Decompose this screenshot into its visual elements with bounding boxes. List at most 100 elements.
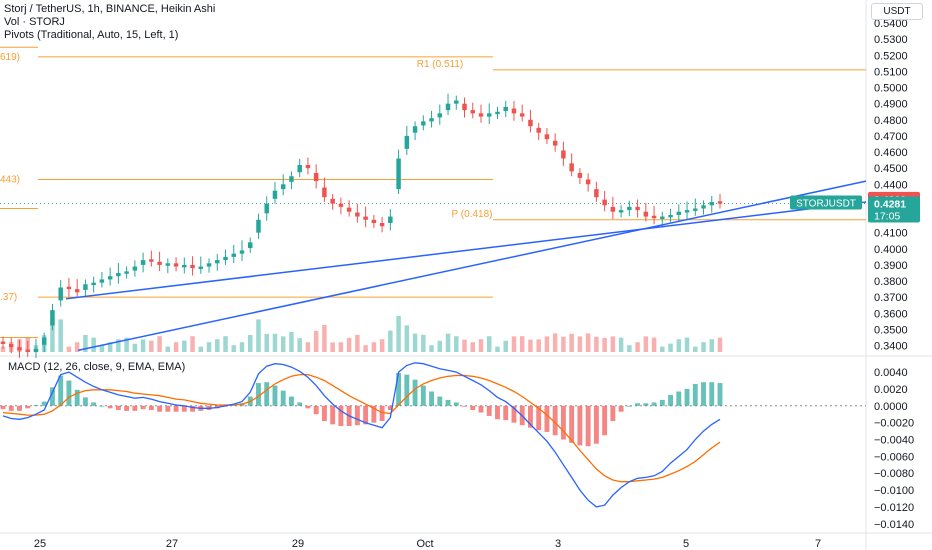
time-tick-label: 3 <box>555 538 561 550</box>
candle-body <box>577 173 583 178</box>
volume-bar <box>577 336 583 352</box>
macd-histogram-bar <box>462 405 467 407</box>
countdown-label: 17:05 <box>874 210 900 222</box>
volume-bar <box>116 339 121 352</box>
volume-bar <box>17 339 22 352</box>
candle-body <box>709 202 714 206</box>
volume-bar <box>454 336 459 352</box>
volume-bar <box>478 339 484 352</box>
candle-body <box>116 272 121 277</box>
volume-bar <box>149 340 154 352</box>
volume-bar <box>173 342 179 352</box>
macd-histogram-bar <box>387 405 393 411</box>
price-tick-label: 0.4600 <box>874 147 908 159</box>
macd-tick-label: −0.0020 <box>874 418 914 430</box>
trendline-lower <box>77 180 867 352</box>
price-tick-label: 0.3800 <box>874 276 908 288</box>
legend-volume: Vol · STORJ <box>4 16 65 28</box>
last-price-bg <box>868 196 920 223</box>
price-tick-label: 0.5300 <box>874 34 908 46</box>
volume-bar <box>198 346 204 352</box>
currency-button[interactable]: USDT <box>871 3 923 20</box>
price-tick-label: 0.4800 <box>874 115 908 127</box>
macd-tick-label: −0.0140 <box>874 519 914 531</box>
volume-bar <box>107 342 113 352</box>
volume-bar <box>717 337 723 352</box>
volume-bar <box>33 345 39 352</box>
macd-histogram-bar <box>651 402 657 406</box>
candle-body <box>41 337 47 345</box>
volume-bar <box>280 336 286 352</box>
volume-bar <box>41 335 47 352</box>
candle-body <box>280 184 286 190</box>
volume-bar <box>124 337 129 352</box>
candle-body <box>635 206 640 211</box>
volume-bar <box>223 336 228 352</box>
macd-histogram-bar <box>33 404 39 406</box>
macd-histogram-bar <box>717 383 723 406</box>
candle-body <box>223 256 228 261</box>
volume-bar <box>355 334 360 352</box>
macd-histogram-bar <box>709 382 715 406</box>
volume-bar <box>412 333 418 352</box>
time-tick-label: 29 <box>292 538 304 550</box>
volume-bar <box>635 342 640 352</box>
volume-bar <box>371 342 377 352</box>
macd-histogram-bar <box>396 372 402 406</box>
volume-bar <box>74 342 80 352</box>
candle-body <box>239 250 245 254</box>
candle-body <box>643 211 649 217</box>
volume-bar <box>651 337 657 352</box>
candle-body <box>660 216 665 219</box>
macd-histogram-bar <box>280 390 286 406</box>
macd-histogram-bar <box>552 405 558 436</box>
macd-histogram-bar <box>503 405 509 421</box>
candle-body <box>470 110 475 114</box>
macd-histogram-bar <box>50 387 55 406</box>
volume-bar <box>701 342 706 352</box>
price-tick-label: 0.3400 <box>874 341 908 353</box>
candle-body <box>33 348 39 352</box>
macd-histogram-bar <box>536 405 542 431</box>
macd-histogram-bar <box>132 405 138 411</box>
macd-histogram-bar <box>363 405 369 425</box>
macd-histogram-bar <box>404 374 410 406</box>
volume-bar <box>182 340 187 352</box>
macd-histogram-bar <box>58 375 64 406</box>
volume-bar <box>396 316 401 352</box>
candle-body <box>25 349 30 352</box>
macd-histogram-bar <box>354 405 360 426</box>
macd-tick-label: −0.0080 <box>874 468 914 480</box>
macd-tick-label: 0.0020 <box>874 384 908 396</box>
last-price-label: 0.4281 <box>874 198 906 210</box>
volume-bar <box>99 345 105 352</box>
volume-bar <box>561 336 566 352</box>
macd-histogram-bar <box>148 405 154 411</box>
candle-body <box>495 111 500 115</box>
volume-bar <box>297 338 302 352</box>
volume-bar <box>239 342 245 352</box>
macd-histogram-bar <box>181 405 187 412</box>
macd-histogram-bar <box>157 405 163 412</box>
macd-tick-label: −0.0120 <box>874 502 914 514</box>
macd-histogram-bar <box>478 405 484 413</box>
price-tick-label: 0.4100 <box>874 228 908 240</box>
macd-histogram-bar <box>305 405 311 409</box>
candle-body <box>289 176 294 182</box>
macd-histogram-bar <box>289 396 294 406</box>
pivot-label: P (0.418) <box>452 209 493 220</box>
candle-body <box>437 113 443 118</box>
candle-body <box>330 198 335 204</box>
volume-bar <box>569 333 574 352</box>
volume-bar <box>660 346 665 352</box>
volume-bar <box>429 345 434 352</box>
candle-body <box>610 206 616 212</box>
price-tick-label: 0.4500 <box>874 163 908 175</box>
candle-body <box>519 113 525 117</box>
volume-bar <box>536 339 541 352</box>
candle-body <box>371 219 377 224</box>
volume-bar <box>157 336 162 352</box>
volume-bar <box>256 319 261 352</box>
macd-histogram-bar <box>659 399 665 406</box>
